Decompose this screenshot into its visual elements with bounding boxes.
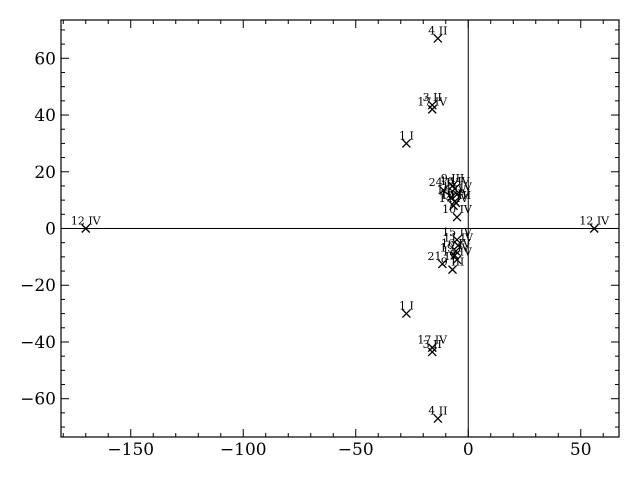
data-point: 13 IV: [442, 180, 473, 199]
point-label: 9 III: [441, 256, 465, 269]
x-tick-label: −100: [220, 440, 267, 460]
x-marker-stroke: [427, 343, 437, 353]
y-tick-label: 60: [34, 49, 56, 69]
point-label: 18 IV: [436, 183, 467, 196]
point-label: 21 IV: [427, 250, 458, 263]
x-marker-stroke: [448, 265, 457, 275]
data-point: 1 I: [399, 300, 414, 319]
x-marker-stroke: [452, 255, 462, 265]
point-label: 14 IV: [439, 192, 470, 205]
x-tick-label: 0: [463, 440, 474, 460]
point-label: 19 IV: [440, 241, 471, 254]
data-point: 4 II: [428, 24, 447, 43]
x-tick-label: −50: [338, 440, 374, 460]
point-label: 10 IV: [442, 203, 473, 216]
x-tick-label: −150: [107, 440, 154, 460]
data-point: 17 IV: [417, 334, 448, 353]
point-label: 24 IV: [429, 176, 460, 189]
point-label: 3 II: [423, 338, 442, 351]
point-label: 17 IV: [417, 95, 448, 108]
data-point: 12 IV: [579, 215, 610, 233]
x-marker-stroke: [449, 201, 459, 211]
point-label: 9 III: [441, 172, 465, 185]
x-tick-label: 50: [570, 440, 592, 460]
point-label: 4 II: [428, 405, 447, 418]
point-label: 11 IV: [443, 232, 474, 245]
x-marker-stroke: [453, 241, 463, 250]
point-label: 16 IV: [440, 175, 471, 188]
reference-lines: [61, 20, 619, 437]
x-marker-stroke: [427, 100, 437, 110]
x-marker-stroke: [433, 414, 443, 424]
y-tick-label: −20: [20, 276, 56, 296]
x-marker-stroke: [81, 224, 91, 233]
data-point: 24 IV: [429, 176, 460, 195]
x-marker-stroke: [452, 189, 462, 199]
data-point: 10 IV: [442, 203, 473, 222]
data-point: 21 IV: [427, 250, 458, 269]
x-marker-stroke: [401, 138, 411, 148]
point-label: 13 IV: [442, 246, 473, 259]
x-marker-stroke: [401, 309, 411, 319]
point-label: 17 IV: [417, 334, 448, 347]
point-label: 1 I: [399, 300, 414, 313]
x-marker-stroke: [427, 347, 437, 357]
x-marker-stroke: [589, 224, 599, 233]
point-label: 15 IV: [442, 226, 473, 239]
point-label: 1 I: [399, 129, 414, 142]
data-point: 14 IV: [439, 192, 470, 211]
data-point: 12 IV: [71, 215, 102, 233]
x-axis: −150 −100 −50 0 50: [62, 20, 604, 460]
data-point: 19 IV: [440, 241, 471, 260]
y-tick-label: −40: [20, 333, 56, 353]
data-point: 1 I: [399, 129, 414, 148]
point-label: 3 II: [423, 91, 442, 104]
data-point: 16 IV: [440, 175, 471, 194]
point-label: 16 IV: [441, 237, 472, 250]
data-point: 13 IV: [442, 246, 473, 265]
point-label: 12 IV: [71, 215, 102, 228]
x-marker-stroke: [450, 250, 460, 260]
data-point: 17 IV: [417, 95, 448, 114]
point-label: 10 III: [441, 189, 472, 202]
data-point: 3 II: [423, 338, 442, 357]
point-label: 12 IV: [579, 215, 610, 228]
y-tick-label: 0: [45, 220, 56, 240]
data-point: 11 IV: [443, 232, 474, 250]
data-point: 3 II: [423, 91, 442, 110]
data-point: 9 III: [441, 256, 465, 275]
y-tick-label: −60: [20, 390, 56, 410]
x-marker-stroke: [439, 185, 448, 195]
y-tick-label: 40: [34, 106, 56, 126]
point-label: 4 II: [428, 24, 447, 37]
data-point: 4 II: [428, 405, 447, 424]
y-tick-label: 20: [34, 163, 56, 183]
x-marker-stroke: [433, 33, 443, 43]
x-marker-stroke: [450, 184, 460, 194]
point-label: 13 IV: [442, 180, 473, 193]
y-axis: −60 −40 −20 0 20 40 60: [20, 29, 619, 428]
x-marker-stroke: [427, 104, 437, 114]
x-marker-stroke: [452, 212, 462, 222]
point-label: 19 IV: [440, 188, 471, 201]
x-marker-stroke: [437, 259, 447, 269]
plot-frame: [60, 19, 620, 438]
